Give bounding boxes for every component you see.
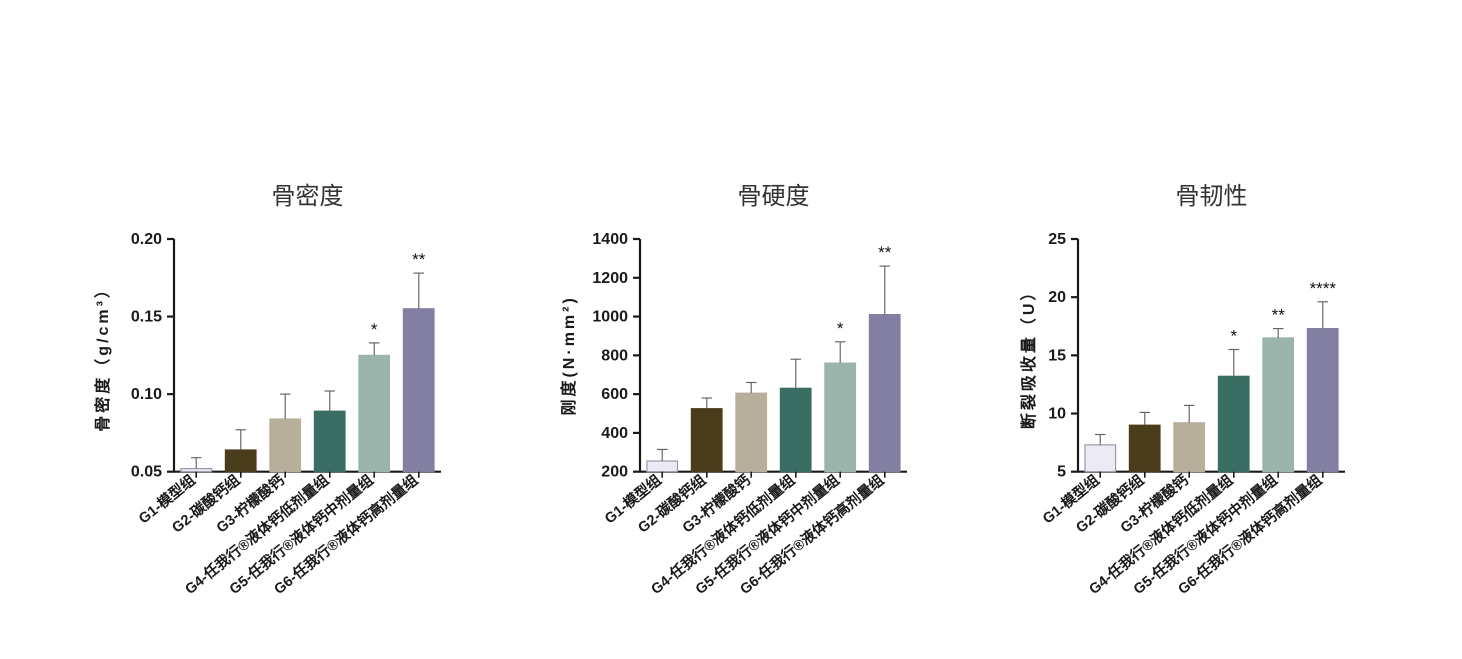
svg-text:0.15: 0.15 [131, 309, 162, 326]
svg-text:**: ** [1272, 306, 1286, 325]
svg-text:5: 5 [1057, 464, 1066, 481]
svg-text:断裂吸收量（U）: 断裂吸收量（U） [1019, 282, 1038, 430]
svg-text:骨密度（g/cm³）: 骨密度（g/cm³） [93, 279, 112, 432]
svg-text:0.05: 0.05 [131, 464, 162, 481]
svg-text:**: ** [878, 243, 892, 262]
svg-text:0.20: 0.20 [131, 231, 162, 248]
svg-text:600: 600 [601, 386, 628, 403]
svg-text:1200: 1200 [592, 270, 628, 287]
svg-text:10: 10 [1048, 406, 1066, 423]
svg-text:1400: 1400 [592, 231, 628, 248]
svg-text:1000: 1000 [592, 309, 628, 326]
svg-text:15: 15 [1048, 347, 1066, 364]
svg-text:刚度(N·mm²): 刚度(N·mm²) [559, 295, 578, 415]
svg-text:*: * [371, 320, 378, 339]
svg-text:25: 25 [1048, 231, 1066, 248]
svg-text:400: 400 [601, 425, 628, 442]
svg-text:800: 800 [601, 347, 628, 364]
svg-text:骨韧性: 骨韧性 [1176, 183, 1248, 210]
svg-text:*: * [837, 319, 844, 338]
svg-text:**: ** [412, 250, 426, 269]
svg-text:*: * [1230, 327, 1237, 346]
svg-text:骨密度: 骨密度 [272, 183, 344, 210]
svg-text:0.10: 0.10 [131, 386, 162, 403]
svg-text:200: 200 [601, 464, 628, 481]
svg-text:骨硬度: 骨硬度 [738, 183, 810, 210]
svg-text:****: **** [1310, 279, 1337, 298]
svg-text:20: 20 [1048, 289, 1066, 306]
